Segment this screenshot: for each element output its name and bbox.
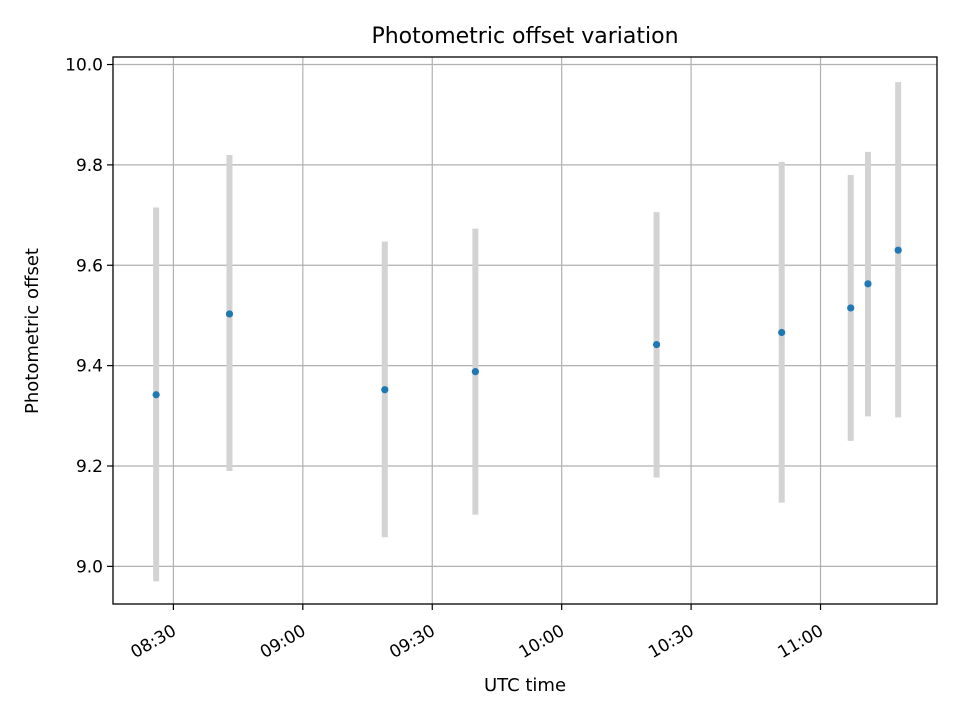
y-tick-label: 9.4 bbox=[76, 357, 103, 377]
data-point bbox=[652, 340, 661, 349]
data-point bbox=[778, 328, 786, 337]
chart-title: Photometric offset variation bbox=[371, 24, 678, 49]
data-point bbox=[864, 280, 872, 288]
y-tick-label: 9.8 bbox=[76, 156, 103, 176]
x-tick-label: 09:00 bbox=[257, 621, 309, 663]
axis-ticks bbox=[107, 63, 822, 610]
data-point bbox=[152, 391, 160, 399]
data-point bbox=[471, 368, 479, 376]
x-tick-label: 10:30 bbox=[645, 621, 697, 663]
x-axis-label: UTC time bbox=[484, 675, 566, 696]
data-point bbox=[381, 386, 389, 394]
x-tick-labels: 08:30 09:00 09:30 10:00 10:30 11:00 bbox=[127, 621, 827, 663]
data-points bbox=[152, 246, 902, 399]
x-tick-label: 10:00 bbox=[516, 621, 568, 663]
plot-frame bbox=[112, 56, 938, 605]
y-tick-labels: 9.0 9.2 9.4 9.6 9.8 10.0 bbox=[65, 56, 103, 578]
x-tick-label: 08:30 bbox=[127, 621, 179, 663]
y-tick-label: 10.0 bbox=[65, 56, 103, 76]
data-point bbox=[894, 246, 902, 254]
y-axis-label: Photometric offset bbox=[22, 248, 43, 414]
data-point bbox=[847, 304, 855, 312]
y-tick-label: 9.0 bbox=[76, 557, 103, 577]
grid bbox=[113, 57, 937, 604]
y-tick-label: 9.6 bbox=[76, 256, 103, 276]
x-tick-label: 09:30 bbox=[386, 621, 438, 663]
x-tick-label: 11:00 bbox=[775, 621, 827, 663]
data-point bbox=[225, 310, 234, 318]
error-bars bbox=[153, 82, 902, 582]
y-tick-label: 9.2 bbox=[76, 457, 103, 477]
